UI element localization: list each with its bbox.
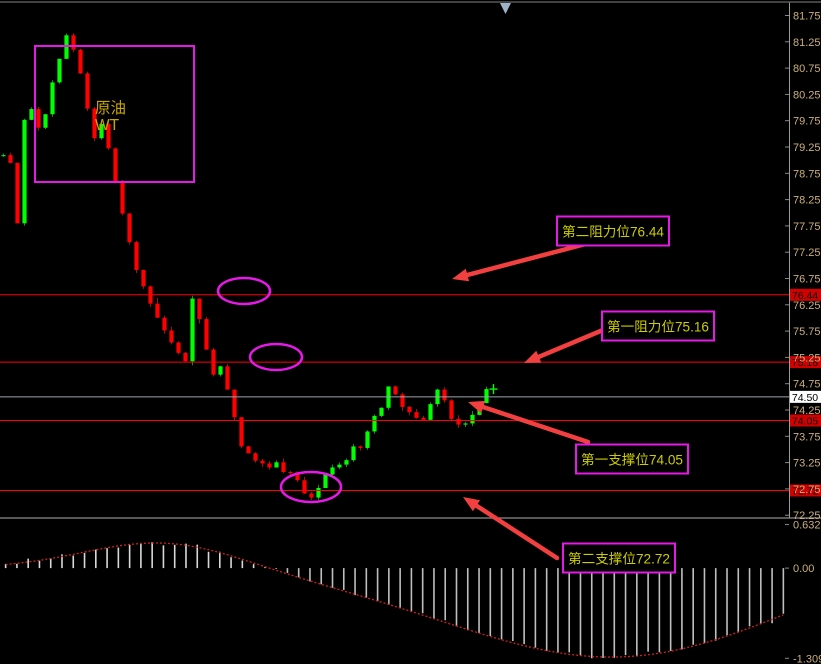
svg-text:0.00: 0.00 xyxy=(793,563,814,575)
svg-text:0.632: 0.632 xyxy=(793,520,821,532)
svg-text:74.05: 74.05 xyxy=(792,416,818,428)
svg-text:第一支撑位74.05: 第一支撑位74.05 xyxy=(581,451,683,467)
svg-text:75.25: 75.25 xyxy=(793,352,821,364)
svg-text:-1.309: -1.309 xyxy=(793,653,821,664)
svg-text:第一阻力位75.16: 第一阻力位75.16 xyxy=(607,318,709,334)
svg-text:79.75: 79.75 xyxy=(793,116,821,128)
svg-text:76.75: 76.75 xyxy=(793,274,821,286)
svg-text:原油: 原油 xyxy=(95,99,126,117)
svg-text:80.25: 80.25 xyxy=(793,89,821,101)
svg-text:72.75: 72.75 xyxy=(793,484,821,496)
svg-text:第二阻力位76.44: 第二阻力位76.44 xyxy=(562,223,664,239)
svg-text:73.75: 73.75 xyxy=(793,431,821,443)
svg-text:78.25: 78.25 xyxy=(793,195,821,207)
svg-text:77.75: 77.75 xyxy=(793,221,821,233)
svg-text:73.25: 73.25 xyxy=(793,458,821,470)
svg-text:81.75: 81.75 xyxy=(793,11,821,23)
svg-text:76.25: 76.25 xyxy=(793,300,821,312)
svg-text:75.75: 75.75 xyxy=(793,326,821,338)
svg-text:74.50: 74.50 xyxy=(792,392,818,404)
svg-text:74.25: 74.25 xyxy=(793,405,821,417)
svg-text:77.25: 77.25 xyxy=(793,247,821,259)
svg-text:WT: WT xyxy=(95,117,120,134)
svg-text:80.75: 80.75 xyxy=(793,63,821,75)
svg-text:79.25: 79.25 xyxy=(793,142,821,154)
svg-text:81.25: 81.25 xyxy=(793,37,821,49)
svg-text:74.75: 74.75 xyxy=(793,379,821,391)
svg-text:78.75: 78.75 xyxy=(793,168,821,180)
svg-text:第二支撑位72.72: 第二支撑位72.72 xyxy=(568,550,670,566)
